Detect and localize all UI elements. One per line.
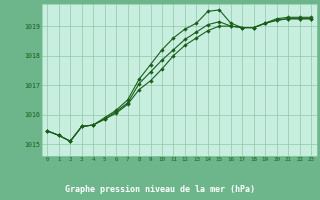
Text: Graphe pression niveau de la mer (hPa): Graphe pression niveau de la mer (hPa): [65, 185, 255, 194]
